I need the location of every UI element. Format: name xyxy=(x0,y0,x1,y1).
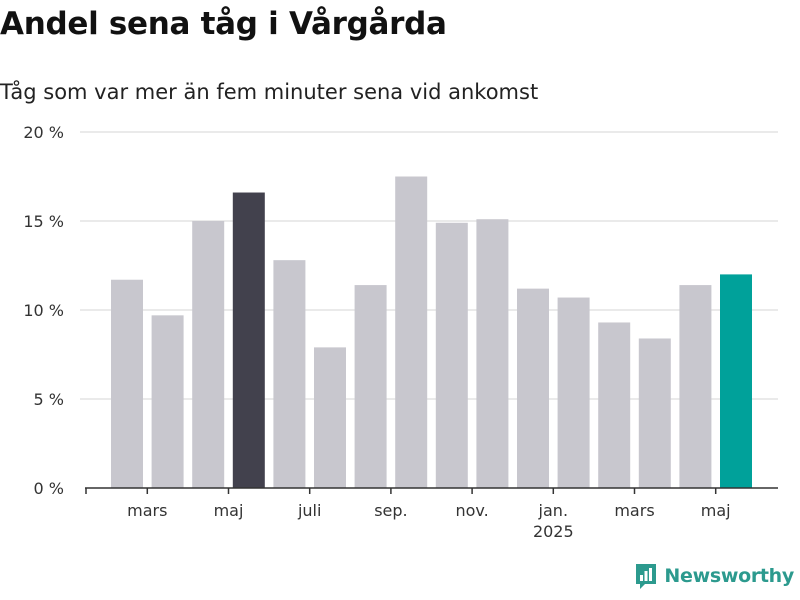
bar-2025-03 xyxy=(638,338,671,488)
y-tick-label: 10 % xyxy=(23,301,64,320)
bar-chart: 0 % 5 % 10 % 15 % 20 % mars maj juli sep. nov. ja… xyxy=(23,123,778,541)
bar-2024-08 xyxy=(354,285,387,488)
y-tick-labels: 0 % 5 % 10 % 15 % 20 % xyxy=(23,123,64,498)
bar-2024-07 xyxy=(314,347,346,488)
chart-subtitle: Tåg som var mer än fem minuter sena vid … xyxy=(0,80,539,104)
bar-2025-05 xyxy=(720,274,752,488)
y-tick-label: 5 % xyxy=(34,390,64,409)
y-tick-label: 0 % xyxy=(34,479,64,498)
x-tick-label: sep. xyxy=(374,501,407,520)
bar-2024-02 xyxy=(111,279,143,488)
x-tick-label: juli xyxy=(297,501,321,520)
bar-2024-06 xyxy=(273,260,306,488)
grid-lines xyxy=(80,131,778,400)
bar-2024-04 xyxy=(192,221,225,488)
bars xyxy=(111,176,752,488)
bar-2025-02 xyxy=(598,322,631,488)
x-tick-label: jan. xyxy=(538,501,568,520)
x-tick-label: maj xyxy=(214,501,244,520)
bar-2025-01 xyxy=(557,297,590,488)
x-axis xyxy=(85,487,778,494)
x-tick-label: nov. xyxy=(455,501,488,520)
x-tick-label: mars xyxy=(127,501,167,520)
bar-2024-05 xyxy=(232,192,265,488)
bar-2025-04 xyxy=(679,285,712,488)
x-tick-labels: mars maj juli sep. nov. jan. 2025 mars maj xyxy=(127,501,730,541)
bar-chart-logo-icon xyxy=(636,564,657,589)
bar-2024-10 xyxy=(435,222,468,488)
y-tick-label: 20 % xyxy=(23,123,64,142)
x-tick-label: mars xyxy=(614,501,654,520)
newsworthy-logo: Newsworthy xyxy=(634,562,794,590)
bar-2024-09 xyxy=(395,176,428,488)
bar-2024-11 xyxy=(476,219,509,488)
y-tick-label: 15 % xyxy=(23,212,64,231)
brand-name: Newsworthy xyxy=(664,565,794,587)
x-tick-label: maj xyxy=(701,501,731,520)
bar-2024-12 xyxy=(517,288,549,488)
chart-title: Andel sena tåg i Vårgårda xyxy=(0,6,447,42)
bar-2024-03 xyxy=(151,315,184,488)
x-tick-sublabel: 2025 xyxy=(533,522,574,541)
